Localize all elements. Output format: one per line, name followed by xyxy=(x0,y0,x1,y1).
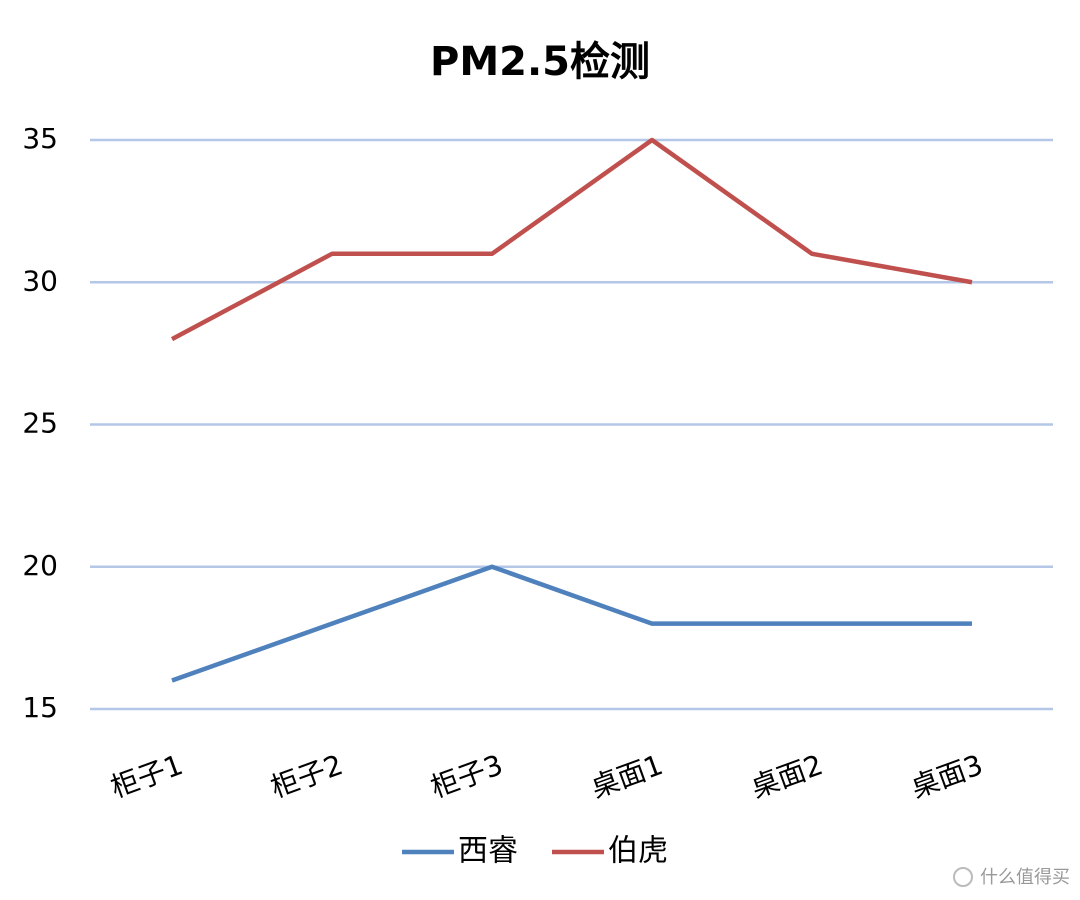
x-tick-label: 桌面3 xyxy=(906,748,987,804)
y-tick-label: 15 xyxy=(22,691,58,724)
chart-title: PM2.5检测 xyxy=(430,39,650,85)
y-tick-label: 30 xyxy=(22,264,58,297)
series-line xyxy=(170,137,973,342)
x-tick-label: 桌面2 xyxy=(746,748,827,804)
x-tick-label: 桌面1 xyxy=(586,748,667,804)
watermark: 什么值得买 xyxy=(980,867,1070,888)
series-line xyxy=(171,564,972,683)
watermark-icon xyxy=(953,867,973,887)
y-tick-label: 35 xyxy=(22,122,58,155)
x-tick-label: 柜子1 xyxy=(106,748,187,804)
x-tick-label: 柜子2 xyxy=(266,748,347,804)
y-tick-label: 20 xyxy=(22,549,58,582)
y-tick-label: 25 xyxy=(22,407,58,440)
legend-label: 西睿 xyxy=(458,834,518,869)
x-tick-label: 柜子3 xyxy=(426,748,507,804)
legend-label: 伯虎 xyxy=(608,834,668,869)
